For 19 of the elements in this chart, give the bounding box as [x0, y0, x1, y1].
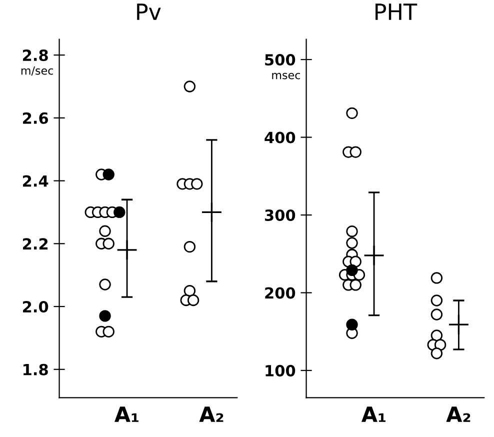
x-tick-label: A₂: [199, 406, 224, 422]
x-tick-label: A₂: [446, 406, 470, 422]
chart-title: PHT: [376, 4, 418, 20]
y-axis-title: msec: [272, 72, 300, 80]
y-tick-label: 1.8: [24, 364, 48, 376]
x-tick-label: A₁: [362, 406, 386, 422]
y-tick-label: 2.6: [23, 112, 48, 124]
chart-title: Pv: [137, 4, 161, 20]
y-tick-label: 400: [264, 132, 296, 144]
y-axis-title: m/sec: [21, 66, 54, 76]
y-tick-label: 2.4: [23, 175, 48, 187]
y-tick-label: 300: [264, 209, 296, 222]
y-tick-label: 100: [266, 364, 296, 376]
x-tick-label: A₁: [114, 406, 138, 422]
y-tick-label: 200: [265, 287, 296, 299]
y-tick-label: 500: [265, 54, 296, 66]
y-tick-label: 2.8: [23, 50, 48, 62]
y-tick-label: 2.0: [23, 300, 48, 313]
y-tick-label: 2.2: [23, 238, 48, 250]
